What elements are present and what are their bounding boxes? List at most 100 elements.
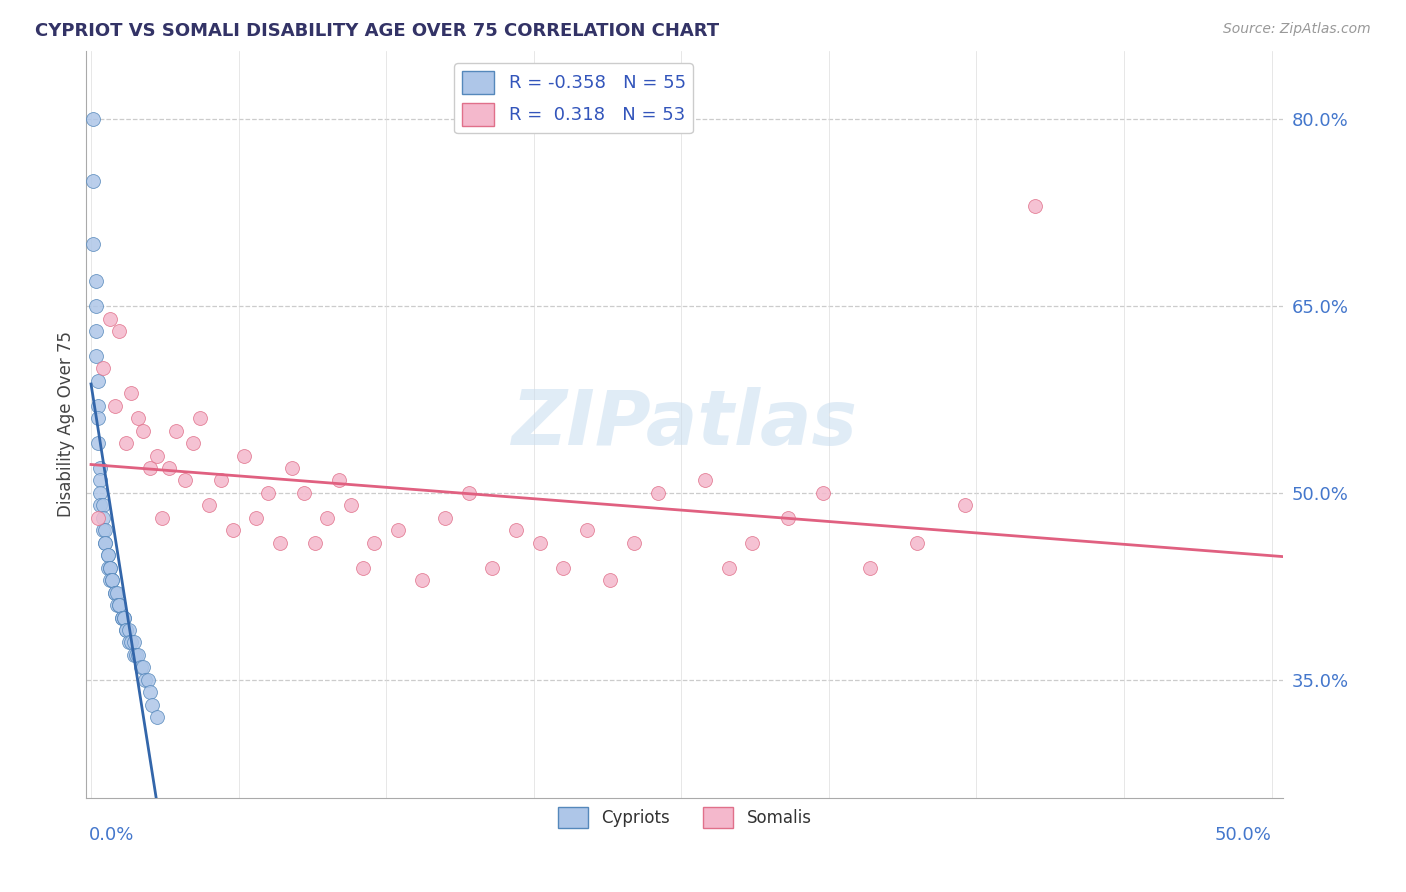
Point [84, 274, 107, 288]
Point [87, 411, 110, 425]
Text: 50.0%: 50.0% [1215, 825, 1271, 844]
Point [84, 349, 107, 363]
Point [87, 511, 110, 525]
Point [280, 461, 302, 475]
Point [111, 610, 134, 624]
Point [112, 610, 135, 624]
Point [96, 548, 118, 562]
Point [96, 560, 118, 574]
Text: 0.0%: 0.0% [89, 825, 134, 844]
Point [157, 461, 180, 475]
Point [221, 524, 243, 538]
Point [82, 236, 104, 251]
Point [363, 535, 385, 549]
Point [115, 623, 138, 637]
Point [457, 486, 479, 500]
Point [125, 648, 148, 662]
Point [434, 511, 457, 525]
Point [118, 623, 141, 637]
Point [387, 524, 409, 538]
Point [505, 524, 527, 538]
Point [91, 361, 114, 376]
Point [529, 535, 551, 549]
Point [127, 648, 149, 662]
Point [292, 486, 315, 500]
Point [174, 474, 197, 488]
Point [141, 698, 163, 712]
Point [105, 585, 128, 599]
Point [139, 685, 162, 699]
Point [575, 524, 598, 538]
Point [87, 399, 110, 413]
Point [139, 461, 162, 475]
Text: ZIPatlas: ZIPatlas [512, 387, 858, 461]
Point [105, 598, 128, 612]
Point [623, 535, 645, 549]
Point [553, 560, 575, 574]
Point [481, 560, 503, 574]
Point [101, 573, 124, 587]
Point [741, 535, 763, 549]
Point [98, 573, 121, 587]
Point [132, 424, 155, 438]
Point [111, 610, 134, 624]
Point [905, 535, 928, 549]
Text: Source: ZipAtlas.com: Source: ZipAtlas.com [1223, 22, 1371, 37]
Point [108, 324, 131, 338]
Point [89, 499, 111, 513]
Point [1024, 199, 1046, 213]
Point [104, 585, 127, 599]
Point [98, 560, 121, 574]
Point [82, 174, 104, 188]
Point [953, 499, 976, 513]
Point [328, 474, 350, 488]
Point [91, 524, 114, 538]
Point [188, 411, 211, 425]
Point [120, 635, 142, 649]
Point [127, 411, 149, 425]
Point [87, 374, 110, 388]
Point [98, 560, 121, 574]
Point [84, 299, 107, 313]
Point [91, 499, 114, 513]
Point [89, 486, 111, 500]
Text: CYPRIOT VS SOMALI DISABILITY AGE OVER 75 CORRELATION CHART: CYPRIOT VS SOMALI DISABILITY AGE OVER 75… [35, 22, 720, 40]
Point [101, 573, 124, 587]
Point [304, 535, 326, 549]
Point [859, 560, 882, 574]
Point [98, 311, 121, 326]
Point [411, 573, 433, 587]
Point [146, 449, 169, 463]
Point [108, 598, 131, 612]
Point [811, 486, 834, 500]
Point [132, 660, 155, 674]
Point [134, 673, 156, 687]
Point [115, 436, 138, 450]
Point [82, 112, 104, 127]
Point [84, 324, 107, 338]
Point [339, 499, 361, 513]
Point [257, 486, 280, 500]
Point [96, 548, 118, 562]
Point [198, 499, 221, 513]
Point [647, 486, 669, 500]
Y-axis label: Disability Age Over 75: Disability Age Over 75 [58, 332, 75, 517]
Point [269, 535, 291, 549]
Point [118, 635, 141, 649]
Point [181, 436, 204, 450]
Point [693, 474, 716, 488]
Point [122, 648, 145, 662]
Point [316, 511, 339, 525]
Legend: Cypriots, Somalis: Cypriots, Somalis [551, 800, 818, 835]
Point [104, 399, 127, 413]
Point [209, 474, 232, 488]
Point [94, 535, 117, 549]
Point [146, 710, 169, 724]
Point [89, 461, 111, 475]
Point [136, 673, 159, 687]
Point [112, 610, 135, 624]
Point [776, 511, 799, 525]
Point [89, 474, 111, 488]
Point [115, 623, 138, 637]
Point [233, 449, 256, 463]
